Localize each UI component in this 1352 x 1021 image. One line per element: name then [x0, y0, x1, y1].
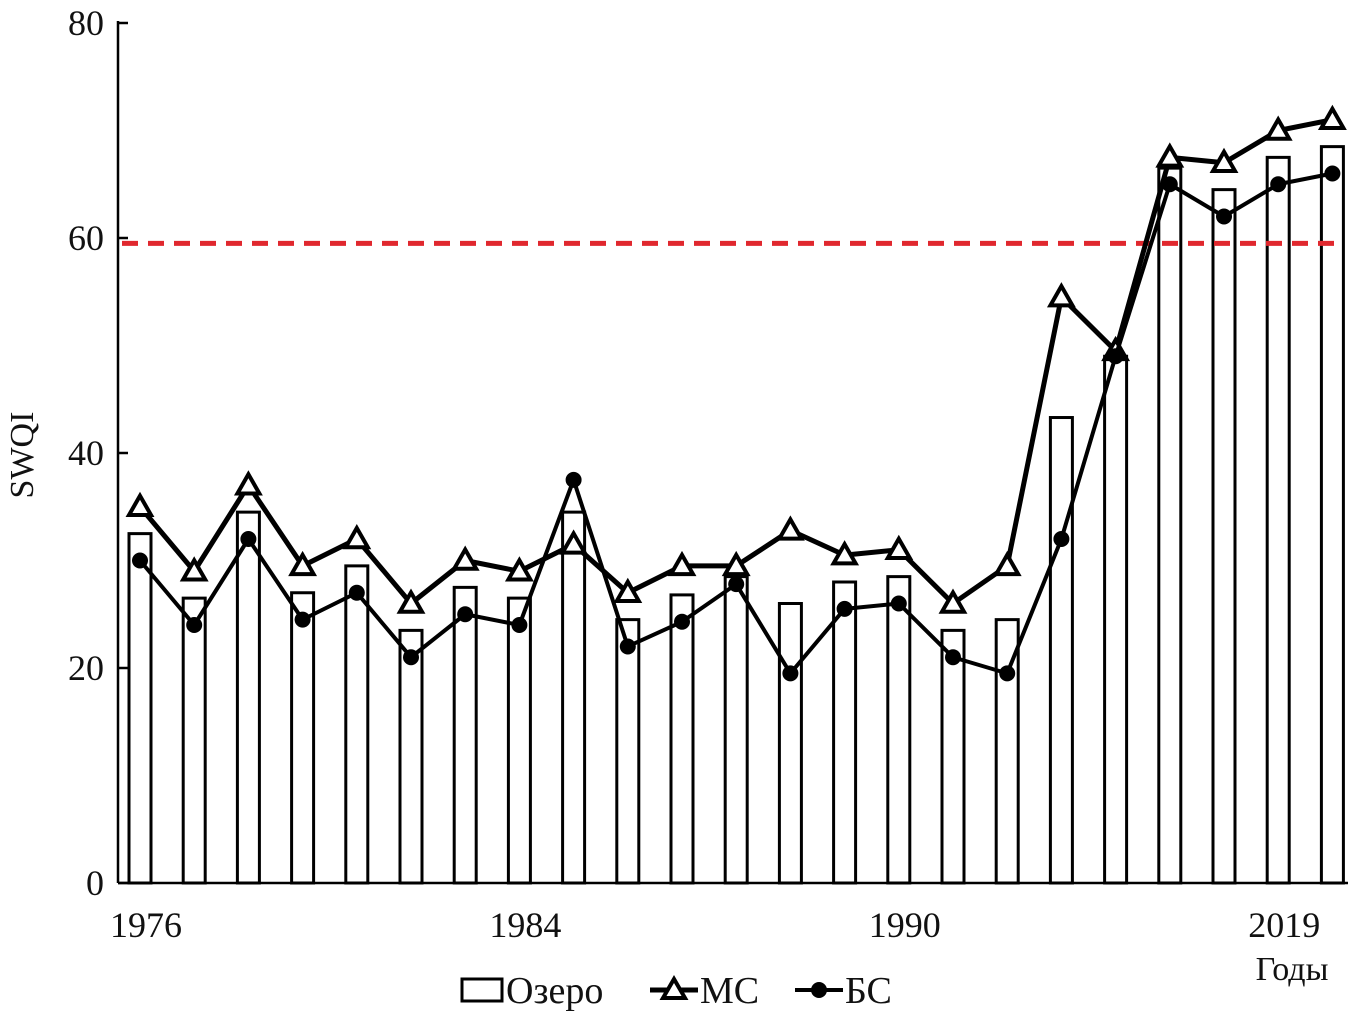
- bar-15: [940, 628, 966, 885]
- y-tick-label-60: 60: [68, 218, 104, 258]
- legend-swatch-ms-marker: [659, 975, 689, 1000]
- y-axis-title: SWQI: [4, 412, 41, 499]
- ms-point-7: [504, 556, 534, 582]
- bs-point-13: [836, 600, 853, 617]
- bs-point-20: [1216, 208, 1232, 225]
- ms-point-21: [1263, 115, 1293, 141]
- bar-0: [127, 532, 153, 885]
- bs-point-19: [1161, 176, 1178, 193]
- ms-point-14: [884, 534, 914, 560]
- ms-point-20: [1209, 147, 1239, 173]
- ms-point-2: [233, 470, 263, 496]
- axes-group: 0 20 40 60 80 1976 1984 1990 2019: [68, 3, 1348, 945]
- ms-point-12: [775, 515, 805, 541]
- bar-19: [1157, 166, 1183, 885]
- x-tick-label-1990: 1990: [869, 905, 941, 945]
- ms-point-11: [721, 550, 751, 577]
- y-tick-label-80: 80: [68, 3, 104, 43]
- bar-1: [181, 596, 207, 885]
- bs-point-5: [403, 649, 419, 666]
- legend-label-ms: МС: [700, 970, 759, 1012]
- ms-point-8: [559, 529, 589, 555]
- ms-line: [138, 117, 1333, 606]
- legend-swatch-bars: [460, 977, 504, 1003]
- ms-point-9: [613, 577, 643, 603]
- ms-point-22: [1317, 104, 1347, 130]
- bs-point-22: [1324, 165, 1341, 182]
- y-tick-label-40: 40: [68, 433, 104, 473]
- ms-point-17: [1046, 282, 1076, 308]
- bs-point-4: [348, 584, 365, 601]
- bar-18: [1103, 354, 1129, 885]
- bar-13: [832, 580, 858, 885]
- bar-2: [235, 510, 261, 885]
- bs-point-21: [1270, 176, 1287, 193]
- bs-point-11: [728, 576, 745, 593]
- bar-11: [723, 575, 749, 885]
- bar-4: [344, 564, 370, 885]
- bar-20: [1211, 188, 1237, 885]
- legend-label-bs: БС: [845, 970, 892, 1012]
- ms-point-4: [342, 523, 372, 550]
- ms-point-1: [179, 556, 209, 582]
- bar-17: [1048, 416, 1074, 885]
- line-group: [125, 104, 1347, 682]
- ms-point-19: [1155, 142, 1185, 168]
- bs-point-10: [674, 613, 690, 630]
- y-tick-label-20: 20: [68, 648, 104, 688]
- x-tick-label-2019: 2019: [1248, 905, 1320, 945]
- ms-point-13: [830, 540, 860, 566]
- bs-point-7: [511, 617, 528, 633]
- bar-group: [127, 145, 1345, 885]
- bar-10: [669, 593, 695, 885]
- bs-point-14: [890, 595, 907, 612]
- y-tick-label-0: 0: [86, 863, 104, 903]
- bs-point-15: [945, 649, 961, 666]
- ms-point-5: [396, 588, 426, 614]
- ms-point-0: [125, 491, 155, 517]
- bs-point-6: [457, 606, 474, 623]
- bs-point-17: [1053, 531, 1070, 547]
- ms-point-3: [288, 550, 318, 577]
- bs-point-0: [132, 552, 148, 569]
- bs-point-12: [782, 665, 799, 682]
- bs-point-2: [240, 531, 257, 547]
- bar-3: [290, 591, 316, 885]
- bar-21: [1265, 155, 1291, 885]
- ms-point-16: [992, 550, 1022, 577]
- bs-point-18: [1107, 348, 1124, 365]
- bar-6: [452, 585, 478, 885]
- ms-point-6: [450, 545, 480, 571]
- ms-point-15: [938, 588, 968, 614]
- legend-label-bars: Озеро: [506, 970, 603, 1012]
- bar-9: [615, 618, 641, 885]
- bs-point-8: [565, 471, 582, 488]
- bs-point-1: [186, 617, 203, 633]
- bs-point-16: [999, 665, 1016, 682]
- bs-point-3: [294, 611, 311, 628]
- bar-14: [886, 575, 912, 885]
- ms-point-10: [667, 550, 697, 577]
- x-axis-title: Годы: [1256, 951, 1329, 988]
- legend-swatch-bs-marker: [811, 982, 827, 998]
- bar-22: [1319, 145, 1345, 885]
- x-tick-label-1976: 1976: [110, 905, 182, 945]
- bar-5: [398, 628, 424, 885]
- legend: Озеро МС БС: [460, 970, 892, 1012]
- bar-12: [777, 602, 803, 885]
- bar-7: [506, 596, 532, 885]
- bs-point-9: [619, 638, 636, 655]
- bar-8: [561, 510, 587, 885]
- x-tick-label-1984: 1984: [489, 905, 561, 945]
